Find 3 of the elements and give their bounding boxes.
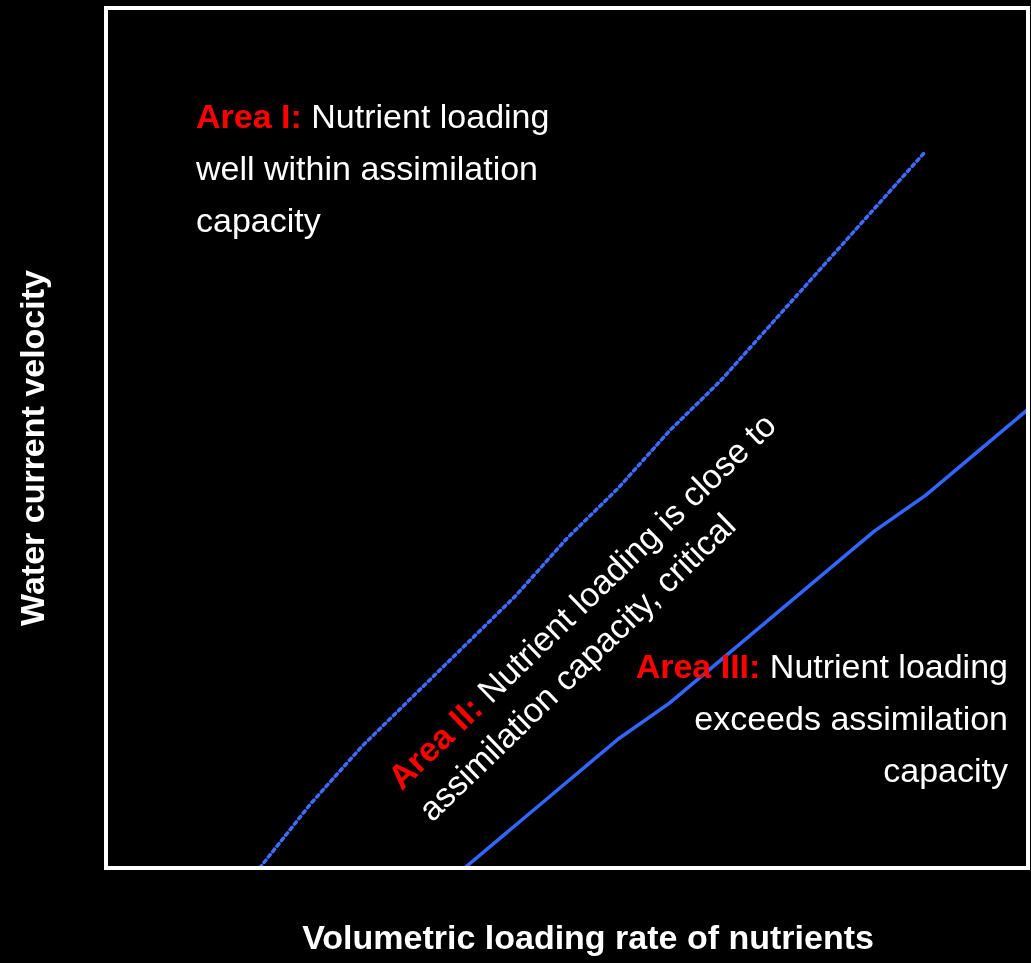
x-axis-title: Volumetric loading rate of nutrients: [302, 918, 874, 957]
annotation: Area I: Nutrient loading well within assimilation capacity: [196, 96, 551, 241]
y-axis-title: Water current velocity: [13, 269, 52, 626]
